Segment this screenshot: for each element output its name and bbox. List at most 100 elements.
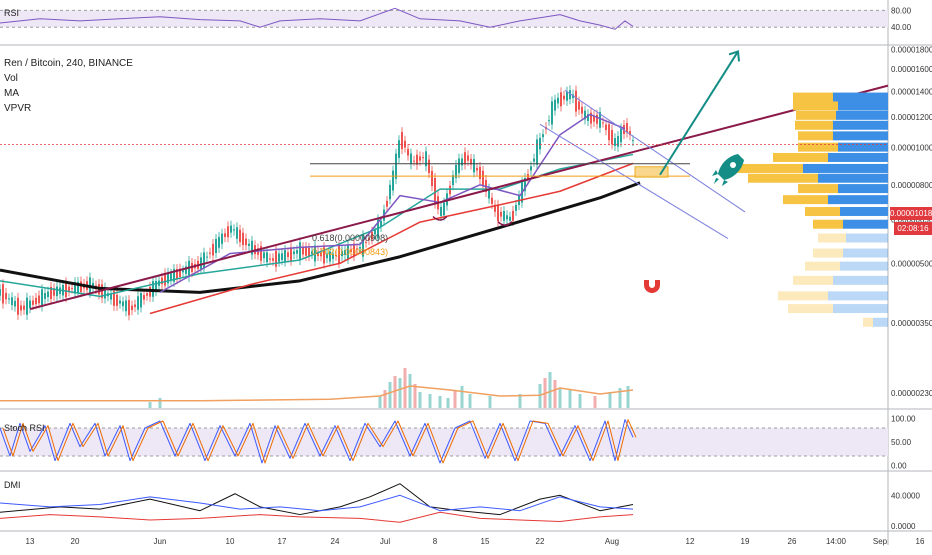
candle-body [398, 140, 400, 158]
candle-body [50, 286, 52, 300]
candle-body [152, 281, 154, 297]
candle-body [359, 247, 361, 249]
vpvr-sell-bar [873, 317, 888, 327]
candle-body [185, 266, 187, 274]
candle-body [125, 300, 127, 312]
trendline-support [29, 84, 889, 311]
price-tick-label: 0.00001400 [891, 87, 932, 96]
volume-bar [418, 392, 422, 408]
candle-body [218, 237, 220, 248]
vpvr-buy-bar [795, 120, 833, 130]
time-tick-label: 16 [916, 537, 925, 546]
candle-body [335, 254, 337, 256]
price-tick-label: 0.00001000 [891, 144, 932, 153]
candle-body [233, 229, 235, 231]
volume-bar [618, 388, 622, 408]
candle-body [503, 211, 505, 221]
price-tick-label: 0.00001600 [891, 65, 932, 74]
vpvr-buy-bar [805, 206, 840, 216]
candle-body [458, 158, 460, 174]
candle-body [347, 244, 349, 259]
candle-body [356, 248, 358, 250]
candle-body [473, 159, 475, 173]
candle-body [122, 301, 124, 307]
vpvr-sell-bar [843, 219, 888, 229]
candle-body [482, 170, 484, 187]
candle-body [461, 158, 463, 166]
volume-bar [558, 388, 562, 408]
candle-body [71, 288, 73, 290]
volume-bar [158, 398, 162, 408]
candle-body [269, 258, 271, 260]
dmi-label: DMI [4, 480, 21, 490]
candle-body [167, 272, 169, 284]
vpvr-sell-bar [803, 163, 888, 173]
rsi-tick-label: 40.00 [891, 23, 912, 32]
candle-body [386, 200, 388, 207]
vpvr-sell-bar [838, 184, 888, 194]
candle-body [173, 269, 175, 282]
candle-body [68, 286, 70, 292]
vpvr-sell-bar [828, 152, 888, 162]
candle-body [230, 225, 232, 233]
price-tick-label: 0.00000800 [891, 181, 932, 190]
candle-body [476, 167, 478, 171]
vpvr-sell-bar [833, 120, 888, 130]
candle-body [155, 280, 157, 292]
vpvr-sell-bar [818, 173, 888, 183]
candle-body [434, 177, 436, 204]
candle-body [26, 297, 28, 315]
vpvr-buy-bar [813, 248, 843, 258]
channel-lower-line [539, 123, 729, 239]
price-tick-label: 0.00001200 [891, 113, 932, 122]
candle-body [623, 124, 625, 135]
candle-body [611, 129, 613, 145]
volume-bar [413, 384, 417, 408]
ma-long-line [0, 181, 641, 294]
vpvr-buy-bar [798, 184, 838, 194]
volume-bar [593, 396, 597, 408]
candle-body [263, 252, 265, 259]
candle-body [332, 253, 334, 260]
candle-body [164, 273, 166, 286]
vpvr-sell-bar [843, 248, 888, 258]
price-tick-label: 0.00000350 [891, 319, 932, 328]
time-tick-label: 15 [481, 537, 490, 546]
candle-body [248, 243, 250, 246]
candle-body [632, 140, 634, 142]
rsi-band [0, 10, 888, 28]
fib-702-label: 0.702(0.00000843) [312, 247, 389, 257]
time-tick-label: 14:00 [826, 537, 847, 546]
time-tick-label: 8 [433, 537, 438, 546]
vpvr-buy-bar [796, 110, 836, 120]
time-tick-label: 26 [788, 537, 797, 546]
candle-body [305, 247, 307, 256]
candle-body [140, 293, 142, 308]
volume-bar [428, 394, 432, 408]
candle-body [260, 246, 262, 261]
volume-bar [488, 396, 492, 408]
candle-body [119, 300, 121, 304]
candle-body [599, 112, 601, 128]
candle-body [170, 273, 172, 280]
swing-low-marker [497, 221, 513, 226]
candle-body [539, 137, 541, 150]
channel-upper-line [564, 89, 746, 213]
time-tick-label: Jun [154, 537, 167, 546]
volume-bar [468, 394, 472, 408]
vpvr-buy-bar [798, 142, 838, 152]
indicator-label-vol: Vol [4, 73, 18, 84]
volume-bar [608, 392, 612, 408]
candle-body [527, 174, 529, 180]
vpvr-sell-bar [828, 195, 888, 205]
candle-body [281, 253, 283, 261]
candle-body [593, 115, 595, 122]
candle-body [116, 294, 118, 306]
volume-bar [626, 386, 630, 408]
candle-body [548, 120, 550, 122]
candle-body [182, 270, 184, 273]
candle-body [413, 160, 415, 162]
vpvr-buy-bar [813, 219, 843, 229]
candle-body [200, 257, 202, 269]
